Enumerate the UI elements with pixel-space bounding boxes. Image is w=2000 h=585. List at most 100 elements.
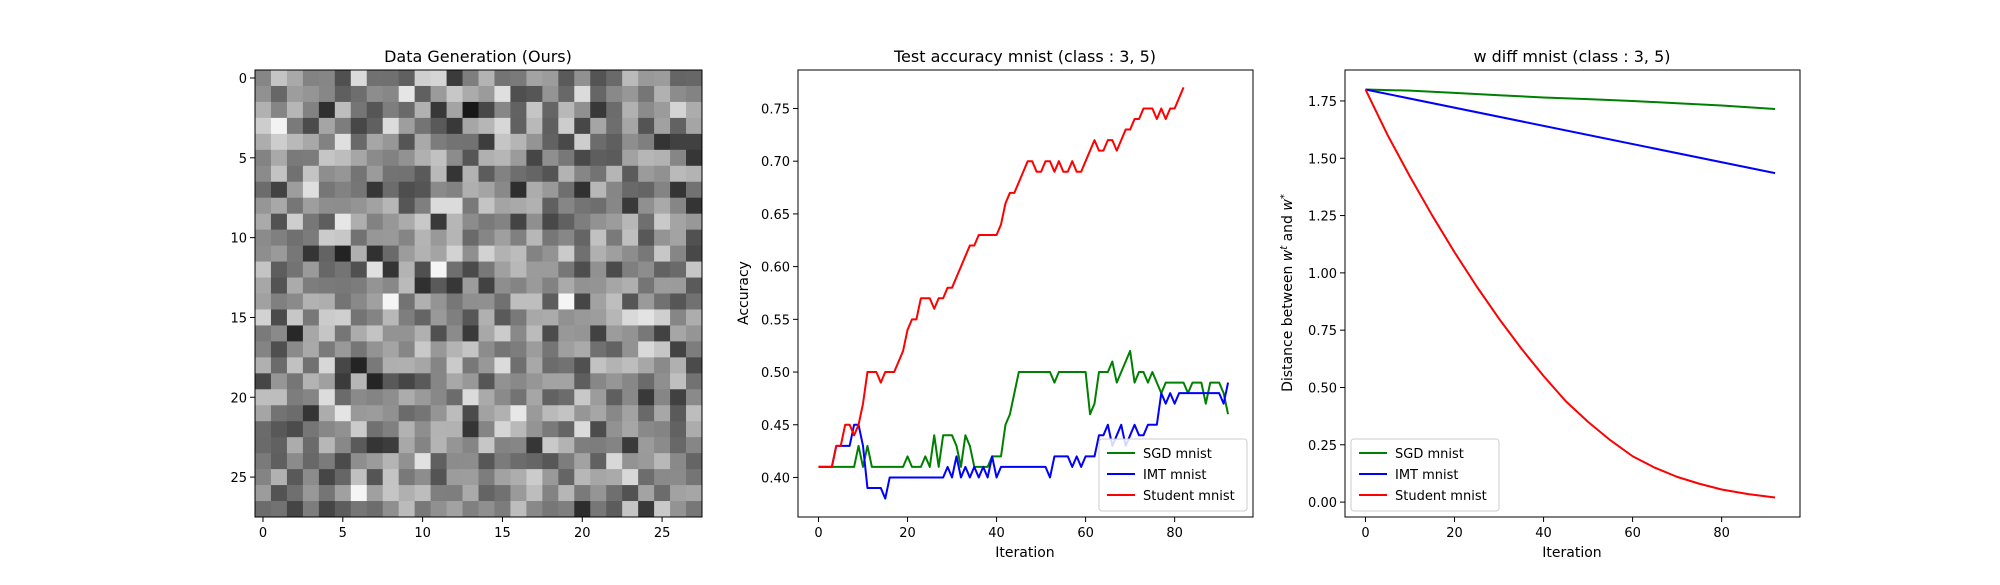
heatmap-cell: [526, 485, 543, 502]
heatmap-cell: [526, 213, 543, 231]
heatmap-cell: [686, 437, 703, 454]
heatmap-cell: [606, 453, 623, 470]
heatmap-cell: [462, 341, 479, 358]
heatmap-cell: [542, 421, 559, 438]
heatmap-cell: [382, 501, 400, 518]
heatmap-cell: [302, 261, 320, 278]
heatmap-cell: [638, 229, 655, 247]
heatmap-cell: [494, 277, 511, 294]
heatmap-cell: [318, 389, 336, 406]
heatmap-cell: [350, 165, 368, 183]
heatmap-cell: [478, 245, 495, 262]
heatmap-cell: [302, 229, 320, 247]
heatmap-cell: [446, 469, 463, 486]
heatmap-cell: [510, 277, 527, 294]
heatmap-cell: [462, 245, 479, 262]
heatmap-cell: [414, 389, 432, 406]
heatmap-cell: [606, 293, 623, 310]
heatmap-cell: [590, 117, 607, 135]
heatmap-cell: [558, 101, 575, 119]
heatmap-cell: [255, 197, 272, 215]
heatmap-cell: [526, 389, 543, 406]
heatmap-cell: [590, 181, 607, 199]
heatmap-cell: [414, 293, 432, 310]
heatmap-cell: [398, 357, 416, 374]
legend-label: Student mnist: [1143, 489, 1235, 504]
xtick-label: 60: [1624, 526, 1641, 541]
heatmap-cell: [318, 453, 336, 470]
heatmap-cell: [414, 421, 432, 438]
heatmap-cell: [398, 101, 416, 119]
heatmap-cell: [590, 453, 607, 470]
heatmap-cell: [286, 85, 304, 103]
heatmap-cell: [478, 341, 495, 358]
heatmap-cell: [286, 133, 304, 151]
heatmap-cell: [510, 197, 527, 215]
heatmap-xtick-label: 5: [339, 526, 347, 541]
heatmap-cell: [670, 165, 687, 183]
heatmap-xtick-label: 20: [574, 526, 591, 541]
heatmap-cell: [654, 181, 671, 199]
heatmap-cell: [622, 197, 639, 215]
heatmap-cell: [638, 309, 655, 326]
heatmap-cell: [686, 421, 703, 438]
heatmap-cell: [494, 325, 511, 342]
heatmap-cell: [526, 149, 543, 167]
heatmap-cell: [255, 373, 272, 390]
heatmap-cell: [526, 421, 543, 438]
heatmap-ytick-label: 10: [230, 232, 247, 247]
heatmap-cell: [255, 501, 272, 518]
ytick-label: 0.40: [761, 471, 790, 486]
heatmap-cell: [430, 181, 447, 199]
heatmap-cell: [478, 469, 495, 486]
heatmap-cell: [398, 293, 416, 310]
accuracy-axes: 0 20 40 60 80 0.40 0.45 0.50 0.55 0.60 0.65 0.70 0.7…: [761, 102, 1183, 541]
heatmap-cell: [638, 405, 655, 422]
heatmap-cell: [606, 261, 623, 278]
heatmap-cell: [622, 245, 639, 262]
heatmap-cell: [622, 373, 639, 390]
heatmap-cell: [350, 117, 368, 135]
heatmap-cell: [478, 277, 495, 294]
heatmap-cell: [590, 357, 607, 374]
heatmap-cell: [510, 213, 527, 231]
heatmap-cell: [366, 469, 384, 486]
heatmap-cell: [350, 70, 368, 87]
heatmap-cell: [510, 117, 527, 135]
heatmap-cell: [446, 373, 463, 390]
heatmap-cell: [494, 453, 511, 470]
heatmap-cell: [270, 277, 288, 294]
heatmap-cell: [590, 85, 607, 103]
heatmap-cell: [526, 341, 543, 358]
heatmap-cell: [478, 485, 495, 502]
series-line: [1365, 88, 1776, 175]
heatmap-cell: [318, 149, 336, 167]
heatmap-cell: [382, 277, 400, 294]
wdiff-xlabel: Iteration: [1542, 545, 1601, 561]
heatmap-cell: [334, 101, 352, 119]
heatmap-cell: [638, 181, 655, 199]
heatmap-cell: [414, 405, 432, 422]
heatmap-cell: [334, 325, 352, 342]
heatmap-ytick-label: 0: [239, 72, 247, 87]
heatmap-cell: [382, 325, 400, 342]
heatmap-cell: [462, 469, 479, 486]
heatmap-cell: [654, 405, 671, 422]
heatmap-cell: [526, 373, 543, 390]
heatmap-cell: [574, 229, 591, 247]
heatmap-cell: [366, 325, 384, 342]
heatmap-cell: [302, 277, 320, 294]
heatmap-cell: [606, 277, 623, 294]
heatmap-cell: [382, 245, 400, 262]
heatmap-cell: [686, 325, 703, 342]
heatmap-cell: [494, 149, 511, 167]
heatmap-cell: [334, 421, 352, 438]
heatmap-cell: [398, 309, 416, 326]
heatmap-cell: [542, 341, 559, 358]
heatmap-cell: [286, 485, 304, 502]
heatmap-cell: [382, 165, 400, 183]
heatmap-cell: [606, 133, 623, 151]
heatmap-cell: [462, 309, 479, 326]
heatmap-cell: [414, 485, 432, 502]
heatmap-cell: [430, 165, 447, 183]
